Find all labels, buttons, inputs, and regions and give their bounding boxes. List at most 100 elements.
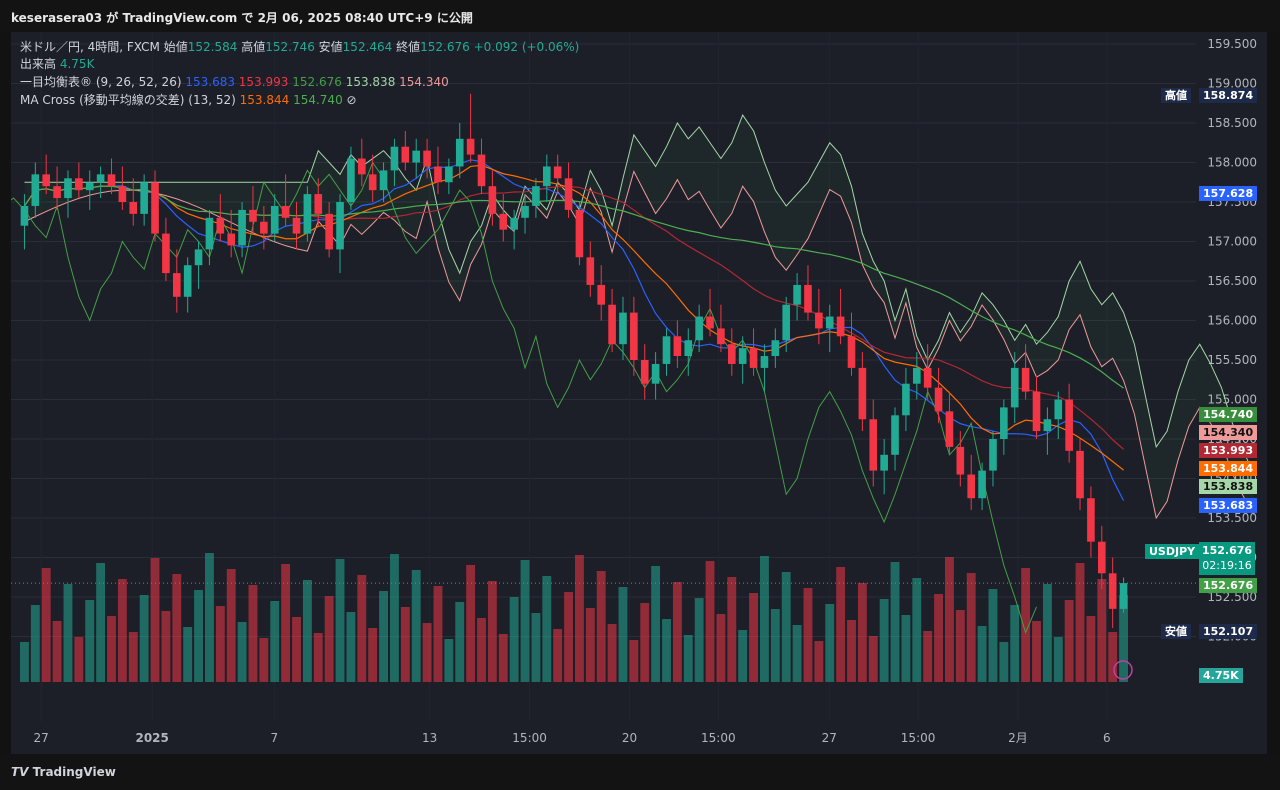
candle-body [31, 174, 40, 206]
candle-body [129, 202, 138, 214]
volume-bar [52, 621, 62, 682]
candle-body [532, 186, 540, 206]
candle-body [521, 205, 529, 218]
candle-body [85, 182, 94, 191]
candle-body [423, 150, 431, 167]
volume-bar [30, 605, 40, 682]
volume-bar [585, 608, 595, 682]
volume-bar [226, 569, 236, 682]
volume-bar [346, 612, 356, 682]
volume-bar [727, 577, 737, 682]
candle-body [270, 205, 279, 234]
volume-bar [542, 576, 552, 682]
volume-bar [390, 554, 399, 682]
candle-body [771, 340, 780, 357]
senkou-b-line [24, 170, 1255, 520]
volume-bar [803, 588, 813, 682]
candle-body [1097, 541, 1106, 574]
tenkan-value: 153.683 [185, 75, 235, 89]
volume-bar [912, 578, 922, 682]
volume-label: 出来高 [20, 57, 57, 71]
ichimoku-legend[interactable]: 一目均衡表® (9, 26, 52, 26) 153.683 153.993 1… [20, 73, 449, 90]
candle-body [706, 316, 714, 329]
chikou-line [11, 161, 1037, 635]
candle-body [640, 360, 649, 384]
candle-body [292, 217, 301, 234]
senkou-b-badge: 154.340 [1199, 425, 1258, 440]
candle-body [945, 411, 954, 447]
candle-body [194, 249, 203, 266]
kijun-line [23, 185, 1124, 450]
volume-bar [1108, 632, 1118, 682]
candle-body [281, 205, 290, 218]
symbol-label[interactable]: 米ドル／円, 4時間, FXCM [20, 40, 160, 54]
open-label: 始値 [163, 40, 188, 54]
y-tick-label: 158.500 [1207, 116, 1257, 130]
low-value: 152.464 [342, 40, 393, 54]
candle-body [325, 213, 333, 250]
volume-legend[interactable]: 出来高 4.75K [20, 55, 94, 72]
ichimoku-label: 一目均衡表® (9, 26, 52, 26) [20, 75, 182, 89]
kijun-badge: 153.993 [1199, 443, 1258, 458]
close-label: 終値 [396, 40, 421, 54]
candle-body [825, 316, 834, 329]
y-tick-label: 158.000 [1207, 156, 1257, 170]
candle-body [956, 446, 965, 475]
candle-body [902, 383, 910, 416]
x-tick-label: 6 [1103, 731, 1111, 745]
candle-body [260, 221, 268, 234]
candle-body [401, 146, 410, 163]
candle-body [1021, 367, 1030, 392]
candle-body [989, 439, 997, 471]
volume-bar [988, 589, 998, 682]
candle-body [553, 166, 562, 179]
candle-body [140, 182, 148, 214]
volume-bar [248, 585, 258, 682]
candle-body [575, 209, 584, 258]
volume-bar [749, 593, 758, 682]
hidden-eye-icon[interactable]: ⊘ [346, 93, 357, 107]
candle-body [673, 336, 682, 357]
volume-bar [466, 565, 476, 682]
candle-body [804, 284, 812, 313]
volume-bar [1053, 637, 1063, 682]
volume-bar [237, 622, 247, 682]
candle-body [684, 340, 693, 357]
volume-bar [553, 629, 563, 682]
ma-label: MA Cross (移動平均線の交差) (13, 52) [20, 93, 236, 107]
candle-body [107, 174, 116, 187]
volume-bar [1119, 595, 1128, 682]
kijun-value: 153.993 [238, 75, 289, 89]
volume-bar [1064, 600, 1074, 682]
candle-body [249, 209, 257, 222]
high-label: 高値 [241, 40, 266, 54]
x-tick-label: 15:00 [901, 731, 936, 745]
crosshair-price-badge: 157.628 [1199, 186, 1258, 201]
volume-bar [422, 623, 432, 682]
low-marker-value: 152.107 [1199, 624, 1258, 639]
volume-bar [607, 624, 617, 682]
volume-bar [596, 571, 606, 682]
high-marker-value: 158.874 [1199, 88, 1258, 103]
tradingview-logo[interactable]: 𝙏𝙑 TradingView [11, 765, 116, 779]
volume-bar [139, 595, 149, 682]
ma-cross-legend[interactable]: MA Cross (移動平均線の交差) (13, 52) 153.844 154… [20, 91, 357, 108]
volume-bar [564, 592, 573, 682]
last-price-value: 152.676 [1201, 544, 1253, 557]
price-chart[interactable]: 159.500159.000158.500158.000157.500157.0… [11, 32, 1267, 754]
volume-bar [128, 632, 138, 682]
x-tick-label: 2025 [135, 731, 168, 745]
candle-body [336, 202, 344, 250]
volume-bar [868, 636, 878, 682]
candle-body [466, 138, 475, 155]
tenkan-badge: 153.683 [1199, 498, 1258, 513]
candle-body [934, 387, 943, 412]
y-tick-label: 152.500 [1207, 590, 1257, 604]
volume-bar [738, 630, 748, 682]
candle-body [717, 328, 725, 345]
volume-bar [205, 553, 214, 682]
candle-body [42, 174, 51, 187]
volume-bar [74, 637, 84, 682]
chart-panel[interactable]: 159.500 159.000 158.500 158.000 157.500 157.0… [11, 32, 1267, 754]
volume-bar [433, 586, 443, 682]
